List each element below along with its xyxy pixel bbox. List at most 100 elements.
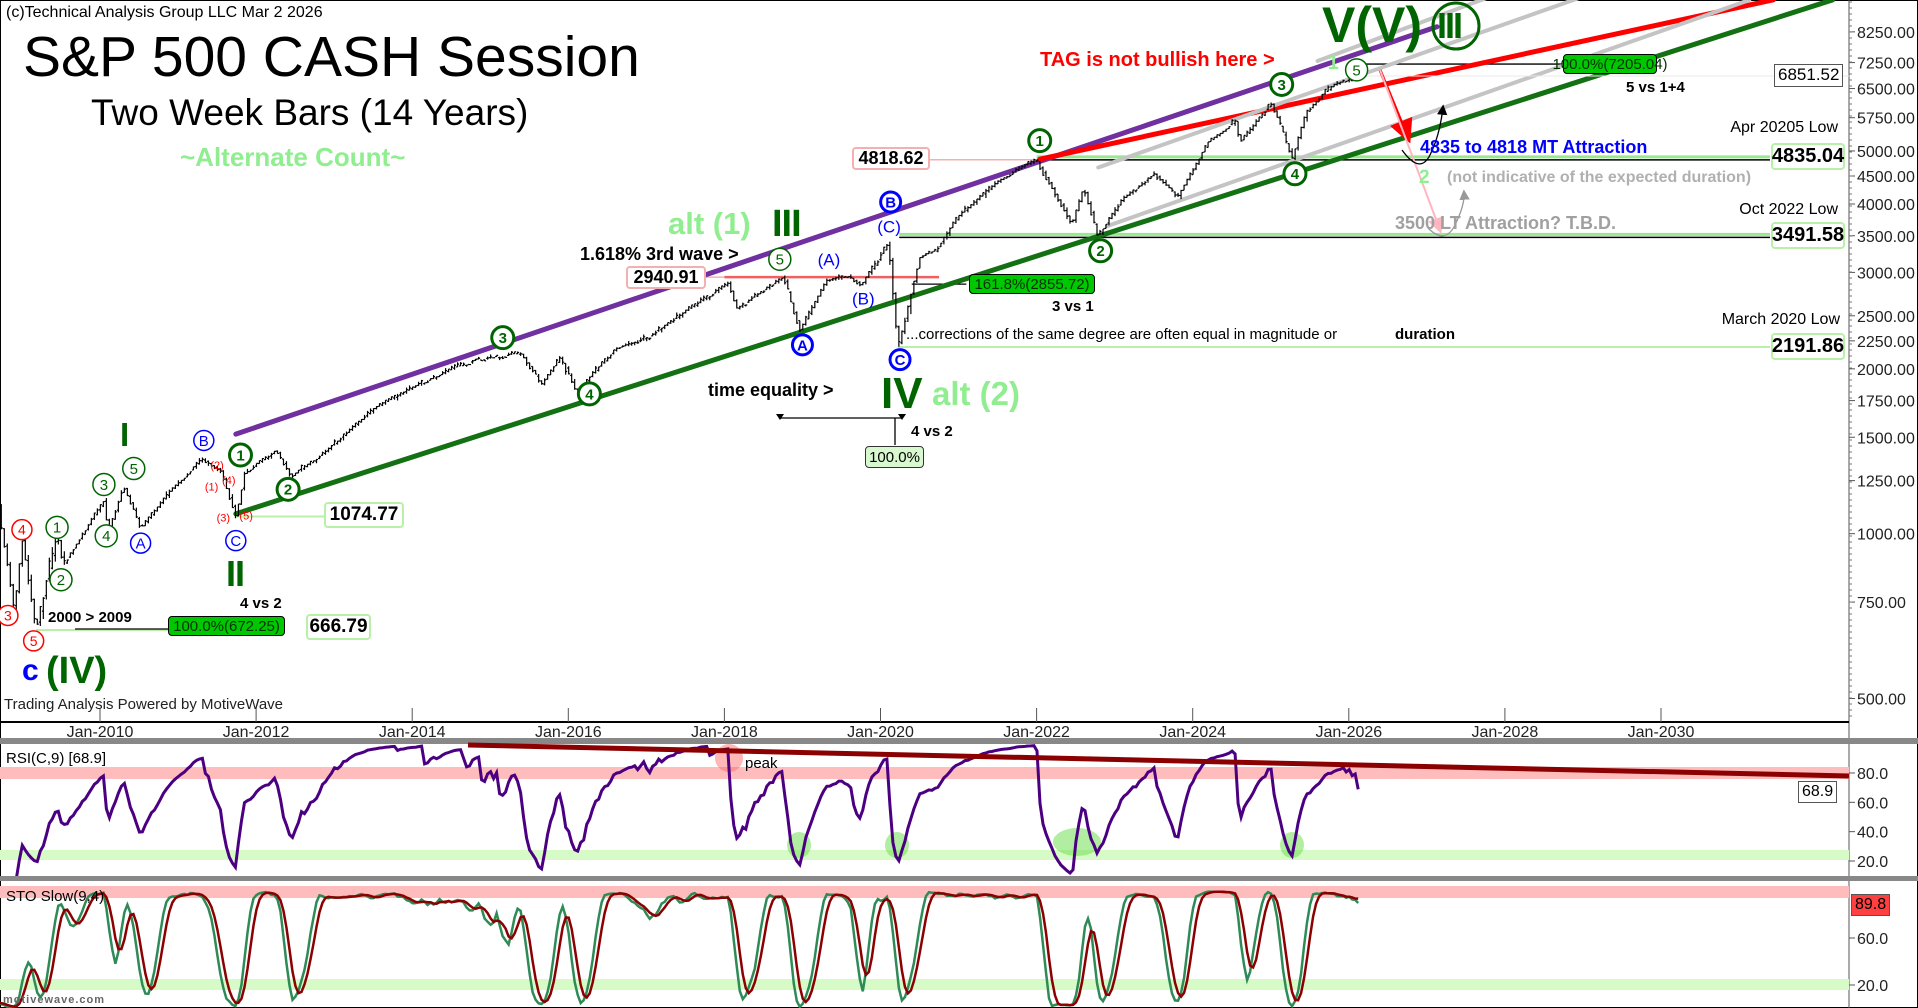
wave-label-group: (5) [239,510,252,522]
wave-label-group: 2 [49,567,73,592]
price-bar [450,365,454,371]
price-bar [1077,199,1081,212]
price-bar [1065,207,1069,220]
price-bar [1047,176,1051,185]
price-bar [654,330,658,336]
wave-label-group: (4) [222,475,235,487]
price-bar [209,462,213,467]
wave-label: 4 [585,386,594,403]
price-bar [1236,120,1240,137]
price-bar [155,506,159,512]
price-bar [1182,184,1186,191]
wave-label-group: (2) [210,460,223,472]
price-bar [1005,175,1009,179]
price-bar [609,354,613,359]
price-bar [651,333,655,337]
price-bar [1140,181,1144,187]
wave-label-group: 1 [1328,52,1339,74]
price-bar [978,194,982,201]
rsi-label: RSI(C,9) [68.9] [6,750,107,767]
price-bar [603,358,607,364]
price-bar [98,503,102,513]
time-tick-label: Jan-2022 [1003,724,1070,741]
price-bar [807,310,811,320]
price-bar [756,293,760,298]
price-bar [990,185,994,191]
price-bar [879,252,883,261]
price-bar [176,480,180,487]
price-bar [423,382,427,385]
price-bar [2,528,6,548]
price-bar [290,473,294,479]
price-bar [702,295,706,302]
price-bar [549,369,553,376]
sto-tick-label: 20.0 [1857,978,1888,995]
price-bar [333,439,337,446]
wave-label-text: (C) [877,217,901,236]
price-bar [1227,126,1231,130]
price-bar [77,539,81,545]
rsi-line [15,744,1360,876]
price-bar [254,462,258,468]
price-bar [1113,207,1117,217]
price-bar [134,507,138,519]
price-bar [1119,199,1123,206]
price-bar [750,296,754,302]
rsi-tick-label: 80.0 [1857,766,1888,783]
current-price-flag: 6851.52 [1774,64,1844,87]
price-bar [230,494,234,509]
price-bar [360,418,364,423]
price-bar [498,356,502,361]
rsi-trendline [467,742,1850,779]
price-bar [308,460,312,466]
price-bar [669,320,673,324]
price-tick-label: 750.00 [1857,595,1906,612]
price-bar [17,563,21,594]
price-bar [849,274,853,279]
price-bar [402,391,406,395]
price-bar [1221,130,1225,134]
price-bar [441,371,445,376]
wave-label-circle [888,348,912,372]
price-bar [429,377,433,381]
price-bar [149,512,153,519]
price-bar [987,185,991,193]
parallel-3 [1315,0,1487,63]
wave-label: 2 [57,572,65,589]
sto-axis-ticks: 60.0 20.0 [1849,931,1888,995]
price-bar [1308,107,1312,112]
price-bar [1041,166,1045,176]
price-bar [1080,191,1084,203]
time-axis-ticks: Jan-2010 Jan-2012 Jan-2014 Jan-2016 Jan-2018… [67,708,1694,741]
price-bar [1242,134,1246,141]
price-bar [68,552,72,558]
wave-label-circle [22,630,45,652]
wave-label-circle [122,456,146,481]
price-bar [1272,103,1276,113]
rsi-panel-divider[interactable] [0,738,1918,744]
price-bar [92,512,96,520]
lt-attraction-note: 3500 LT Attraction? T.B.D. [1395,213,1617,233]
fib-2855-box: 161.8%(2855.72) [969,274,1095,294]
price-bar [681,312,685,318]
wave-label-circle [49,567,73,592]
powered-by-note: Trading Analysis Powered by MotiveWave [4,696,284,713]
wave-label-group: 5 [22,630,45,652]
price-bar [1008,173,1012,178]
price-bar [1332,83,1336,88]
wave-label-text: (5) [239,510,252,522]
price-bar [8,561,12,587]
sto-panel-divider[interactable] [0,876,1918,881]
sto-d-line [0,890,1359,1008]
price-bar [1146,177,1150,183]
price-bar [1206,141,1210,148]
price-bar [1284,131,1288,144]
wave-label: 4 [1291,166,1300,183]
price-bar [594,365,598,374]
price-bar [522,353,526,359]
price-bar [1299,126,1303,140]
price-bar [837,274,841,280]
price-bar [591,371,595,378]
price-bar [1056,193,1060,202]
wave-label: 2 [284,482,292,499]
